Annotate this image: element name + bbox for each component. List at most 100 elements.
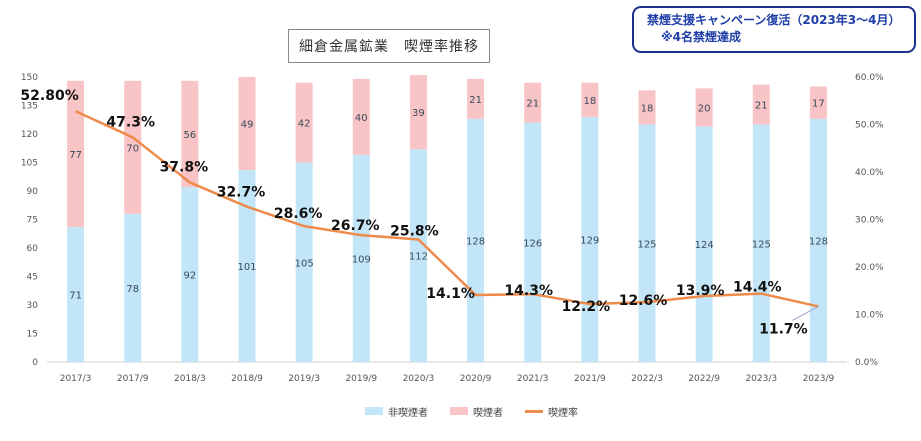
callout-line2: ※4名禁煙達成 bbox=[661, 30, 742, 44]
bar-label-smoker: 21 bbox=[469, 95, 482, 106]
y-left-tick-label: 90 bbox=[27, 187, 39, 197]
bar-label-smoker: 39 bbox=[412, 108, 425, 119]
bar-label-smoker: 18 bbox=[583, 96, 596, 107]
chart-title: 細倉金属鉱業 喫煙率推移 bbox=[288, 29, 490, 63]
bar-non-smoker bbox=[581, 116, 599, 363]
bar-label-non-smoker: 128 bbox=[809, 236, 828, 247]
x-tick-label: 2017/3 bbox=[60, 374, 92, 384]
y-left-tick-label: 120 bbox=[21, 130, 38, 140]
bar-smoker bbox=[67, 80, 85, 228]
bar-non-smoker bbox=[181, 187, 199, 362]
bar-label-non-smoker: 105 bbox=[295, 258, 314, 269]
bar-label-smoker: 21 bbox=[526, 99, 539, 110]
rate-data-label: 14.1% bbox=[426, 286, 475, 302]
legend-swatch-non-smoker bbox=[365, 407, 383, 415]
chart-legend: 非喫煙者 喫煙者 喫煙率 bbox=[365, 402, 578, 420]
bar-label-non-smoker: 129 bbox=[580, 235, 599, 246]
rate-data-label: 25.8% bbox=[390, 223, 439, 239]
rate-data-label: 12.2% bbox=[562, 299, 611, 315]
bar-smoker bbox=[581, 82, 599, 117]
bar-label-non-smoker: 128 bbox=[466, 236, 485, 247]
y-right-tick-label: 10.0% bbox=[855, 311, 884, 321]
y-right-tick-label: 20.0% bbox=[855, 263, 884, 273]
bar-smoker bbox=[124, 80, 142, 214]
x-tick-label: 2018/9 bbox=[231, 374, 263, 384]
y-right-tick-label: 0.0% bbox=[855, 358, 878, 368]
rate-data-label: 11.7% bbox=[759, 321, 808, 337]
bar-label-non-smoker: 124 bbox=[695, 240, 714, 251]
bar-non-smoker bbox=[409, 149, 427, 362]
bar-smoker bbox=[409, 75, 427, 150]
bar-smoker bbox=[238, 77, 256, 171]
rate-data-label: 12.6% bbox=[619, 293, 668, 309]
x-tick-label: 2020/9 bbox=[460, 374, 492, 384]
bar-smoker bbox=[352, 78, 370, 155]
y-left-tick-label: 0 bbox=[32, 358, 38, 368]
bar-non-smoker bbox=[295, 162, 313, 362]
bar-smoker bbox=[752, 84, 770, 125]
bar-label-smoker: 20 bbox=[698, 103, 711, 114]
y-left-tick-label: 150 bbox=[21, 73, 38, 83]
bar-label-smoker: 18 bbox=[641, 103, 654, 114]
callout-line1: 禁煙支援キャンペーン復活（2023年3～4月） bbox=[647, 13, 901, 27]
y-left-tick-label: 30 bbox=[27, 301, 39, 311]
rate-data-label: 37.8% bbox=[160, 159, 209, 175]
bar-non-smoker bbox=[752, 124, 770, 362]
legend-item-smoker: 喫煙者 bbox=[450, 404, 503, 419]
legend-item-non-smoker: 非喫煙者 bbox=[365, 404, 428, 419]
bar-smoker bbox=[181, 80, 199, 188]
x-tick-label: 2019/9 bbox=[345, 374, 377, 384]
rate-data-label: 14.3% bbox=[504, 283, 553, 299]
y-right-tick-label: 30.0% bbox=[855, 216, 884, 226]
bar-label-non-smoker: 71 bbox=[69, 291, 82, 302]
rate-data-label: 26.7% bbox=[331, 218, 380, 234]
rate-data-label: 52.80% bbox=[20, 88, 78, 104]
bar-non-smoker bbox=[524, 122, 542, 362]
legend-label-rate: 喫煙率 bbox=[548, 407, 578, 419]
bar-non-smoker bbox=[695, 126, 713, 363]
y-left-tick-label: 105 bbox=[21, 159, 38, 169]
x-tick-label: 2022/9 bbox=[688, 374, 720, 384]
bar-smoker bbox=[524, 82, 542, 123]
x-tick-label: 2018/3 bbox=[174, 374, 206, 384]
bar-non-smoker bbox=[352, 154, 370, 362]
bar-non-smoker bbox=[124, 213, 142, 362]
bar-label-smoker: 40 bbox=[355, 113, 368, 124]
bar-non-smoker bbox=[67, 227, 85, 362]
x-tick-label: 2021/9 bbox=[574, 374, 606, 384]
bar-non-smoker bbox=[809, 118, 827, 362]
bar-label-smoker: 17 bbox=[812, 99, 825, 110]
x-tick-label: 2020/3 bbox=[403, 374, 435, 384]
bar-smoker bbox=[809, 86, 827, 119]
y-right-tick-label: 50.0% bbox=[855, 121, 884, 131]
bar-non-smoker bbox=[467, 118, 485, 362]
legend-label-smoker: 喫煙者 bbox=[473, 407, 503, 419]
legend-swatch-rate bbox=[525, 409, 543, 413]
rate-data-label: 28.6% bbox=[274, 206, 323, 222]
rate-data-label: 13.9% bbox=[676, 283, 725, 299]
y-right-tick-label: 40.0% bbox=[855, 168, 884, 178]
bar-label-non-smoker: 126 bbox=[523, 238, 542, 249]
rate-data-label: 47.3% bbox=[106, 114, 155, 130]
bar-smoker bbox=[638, 90, 656, 125]
x-tick-label: 2019/3 bbox=[288, 374, 320, 384]
bar-label-non-smoker: 92 bbox=[183, 271, 196, 282]
bar-smoker bbox=[695, 88, 713, 127]
x-tick-label: 2017/9 bbox=[117, 374, 149, 384]
x-tick-label: 2023/9 bbox=[803, 374, 835, 384]
bar-label-smoker: 56 bbox=[183, 130, 196, 141]
bar-label-smoker: 77 bbox=[69, 150, 82, 161]
bar-label-smoker: 21 bbox=[755, 101, 768, 112]
legend-label-non-smoker: 非喫煙者 bbox=[388, 407, 428, 419]
rate-line bbox=[75, 110, 819, 308]
bar-label-non-smoker: 125 bbox=[637, 239, 656, 250]
rate-data-label: 32.7% bbox=[217, 185, 266, 201]
rate-data-label: 14.4% bbox=[733, 280, 782, 296]
y-left-tick-label: 15 bbox=[27, 330, 38, 340]
x-tick-label: 2021/3 bbox=[517, 374, 549, 384]
bar-non-smoker bbox=[238, 170, 256, 362]
bar-label-smoker: 42 bbox=[298, 119, 311, 130]
legend-item-rate: 喫煙率 bbox=[525, 404, 578, 419]
y-left-tick-label: 135 bbox=[21, 102, 38, 112]
